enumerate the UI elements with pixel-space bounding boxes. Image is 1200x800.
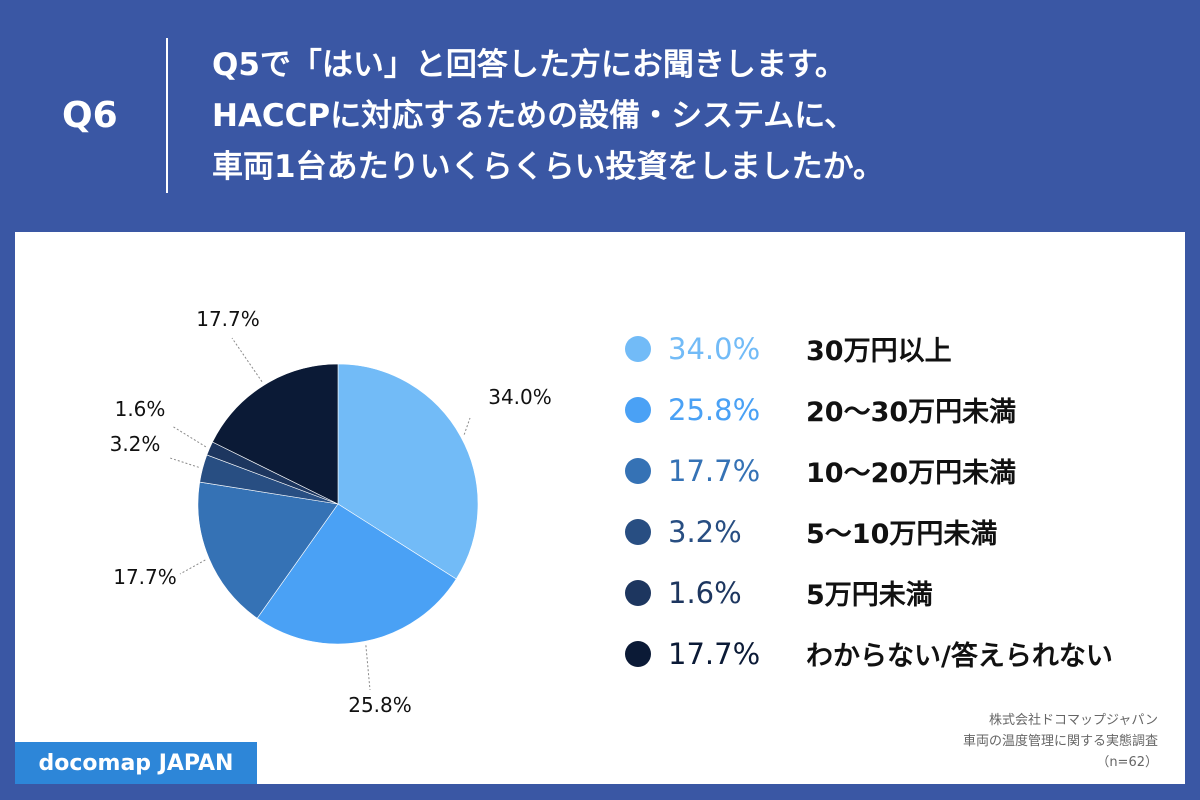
- pie-slice: [212, 363, 339, 505]
- leader-line: [169, 457, 199, 468]
- legend-swatch: [625, 335, 651, 362]
- legend-item: 17.7% わからない/答えられない: [625, 623, 1185, 684]
- legend-percent: 17.7%: [668, 453, 761, 488]
- pie-slice: [197, 481, 339, 619]
- source-note: 株式会社ドコマップジャパン 車両の温度管理に関する実態調査 （n=62）: [963, 710, 1158, 773]
- legend-item: 25.8% 20～30万円未満: [625, 379, 1185, 440]
- data-label: 17.7%: [113, 565, 177, 589]
- data-label: 34.0%: [488, 385, 552, 409]
- question-line-2: HACCPに対応するための設備・システムに、: [212, 98, 856, 134]
- pie-slice: [256, 503, 457, 645]
- legend-label: 30万円以上: [806, 336, 952, 367]
- leader-line: [171, 425, 207, 448]
- leader-line: [231, 337, 263, 382]
- chart-legend: 34.0% 30万円以上 25.8% 20～30万円未満 17.7% 10～20万円未満 3…: [625, 318, 1185, 684]
- data-label: 17.7%: [196, 307, 260, 331]
- legend-percent: 3.2%: [668, 514, 742, 549]
- legend-item: 34.0% 30万円以上: [625, 318, 1185, 379]
- data-label: 25.8%: [348, 693, 412, 717]
- question-line-3: 車両1台あたりいくらくらい投資をしましたか。: [212, 149, 884, 185]
- legend-item: 17.7% 10～20万円未満: [625, 440, 1185, 501]
- source-sample-size: （n=62）: [1096, 755, 1158, 770]
- brand-logo: docomap JAPAN: [15, 742, 257, 784]
- legend-label: 10～20万円未満: [806, 458, 1017, 489]
- legend-item: 1.6% 5万円未満: [625, 562, 1185, 623]
- source-company: 株式会社ドコマップジャパン: [988, 713, 1158, 728]
- header-divider: [166, 38, 168, 193]
- legend-swatch: [625, 518, 651, 545]
- legend-swatch: [625, 457, 651, 484]
- legend-percent: 17.7%: [668, 636, 761, 671]
- legend-label: 5～10万円未満: [806, 519, 998, 550]
- question-text: Q5で「はい」と回答した方にお聞きします。 HACCPに対応するための設備・シス…: [212, 40, 1172, 193]
- legend-label: 5万円未満: [806, 580, 933, 611]
- data-label: 1.6%: [115, 397, 166, 421]
- legend-swatch: [625, 579, 651, 606]
- legend-label: わからない/答えられない: [806, 641, 1113, 672]
- legend-item: 3.2% 5～10万円未満: [625, 501, 1185, 562]
- legend-swatch: [625, 640, 651, 667]
- source-survey: 車両の温度管理に関する実態調査: [962, 734, 1158, 749]
- pie-slice: [337, 363, 479, 580]
- legend-percent: 34.0%: [668, 331, 761, 366]
- leader-line: [463, 417, 471, 435]
- data-label: 3.2%: [110, 432, 161, 456]
- legend-swatch: [625, 396, 651, 423]
- leader-line: [179, 559, 206, 575]
- legend-label: 20～30万円未満: [806, 397, 1017, 428]
- legend-percent: 1.6%: [668, 575, 742, 610]
- leader-line: [365, 645, 371, 691]
- legend-percent: 25.8%: [668, 392, 761, 427]
- question-line-1: Q5で「はい」と回答した方にお聞きします。: [212, 47, 846, 83]
- question-number: Q6: [62, 95, 118, 136]
